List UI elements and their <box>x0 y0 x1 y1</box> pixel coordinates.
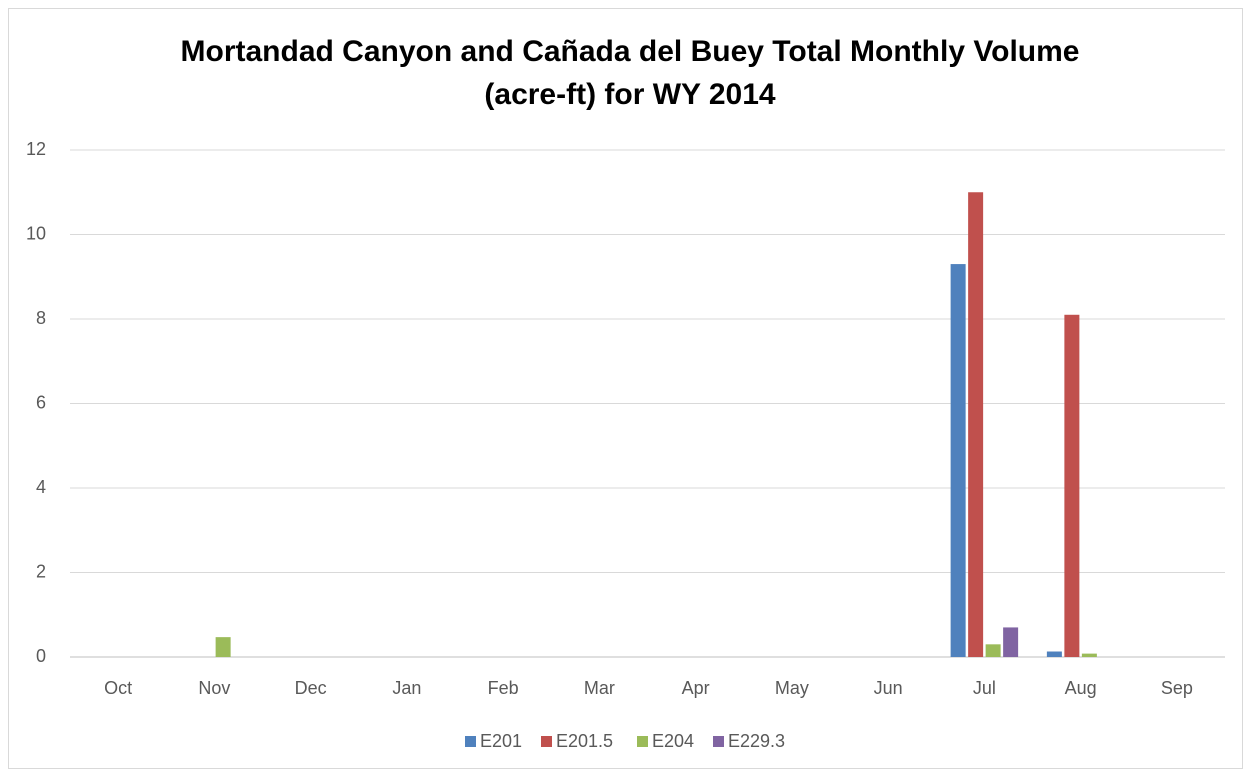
bar <box>1081 653 1097 657</box>
x-tick-label: Jul <box>973 678 996 698</box>
x-tick-label: May <box>775 678 809 698</box>
x-tick-label: Sep <box>1161 678 1193 698</box>
y-tick-label: 8 <box>36 308 46 328</box>
legend-swatch <box>713 736 724 747</box>
y-tick-label: 0 <box>36 646 46 666</box>
legend-swatch <box>465 736 476 747</box>
x-tick-label: Jun <box>874 678 903 698</box>
bar <box>1003 627 1019 657</box>
legend-label: E201.5 <box>556 731 613 751</box>
bar <box>985 644 1001 657</box>
y-tick-label: 10 <box>26 223 46 243</box>
legend-label: E229.3 <box>728 731 785 751</box>
x-tick-label: Aug <box>1065 678 1097 698</box>
x-tick-label: Mar <box>584 678 615 698</box>
bar <box>1064 314 1080 657</box>
bar <box>215 637 231 657</box>
x-tick-label: Nov <box>198 678 230 698</box>
y-tick-label: 12 <box>26 139 46 159</box>
legend-swatch <box>541 736 552 747</box>
y-tick-label: 6 <box>36 392 46 412</box>
x-tick-label: Jan <box>392 678 421 698</box>
legend-label: E201 <box>480 731 522 751</box>
y-tick-label: 4 <box>36 477 46 497</box>
legend-label: E204 <box>652 731 694 751</box>
x-tick-label: Oct <box>104 678 132 698</box>
x-tick-label: Feb <box>488 678 519 698</box>
bar <box>1046 651 1062 657</box>
chart-border <box>8 8 1243 769</box>
bar <box>968 192 984 657</box>
y-tick-label: 2 <box>36 561 46 581</box>
chart-title: Mortandad Canyon and Cañada del Buey Tot… <box>180 35 1080 111</box>
x-tick-label: Dec <box>295 678 327 698</box>
x-tick-label: Apr <box>682 678 710 698</box>
legend-swatch <box>637 736 648 747</box>
bar <box>950 264 966 657</box>
